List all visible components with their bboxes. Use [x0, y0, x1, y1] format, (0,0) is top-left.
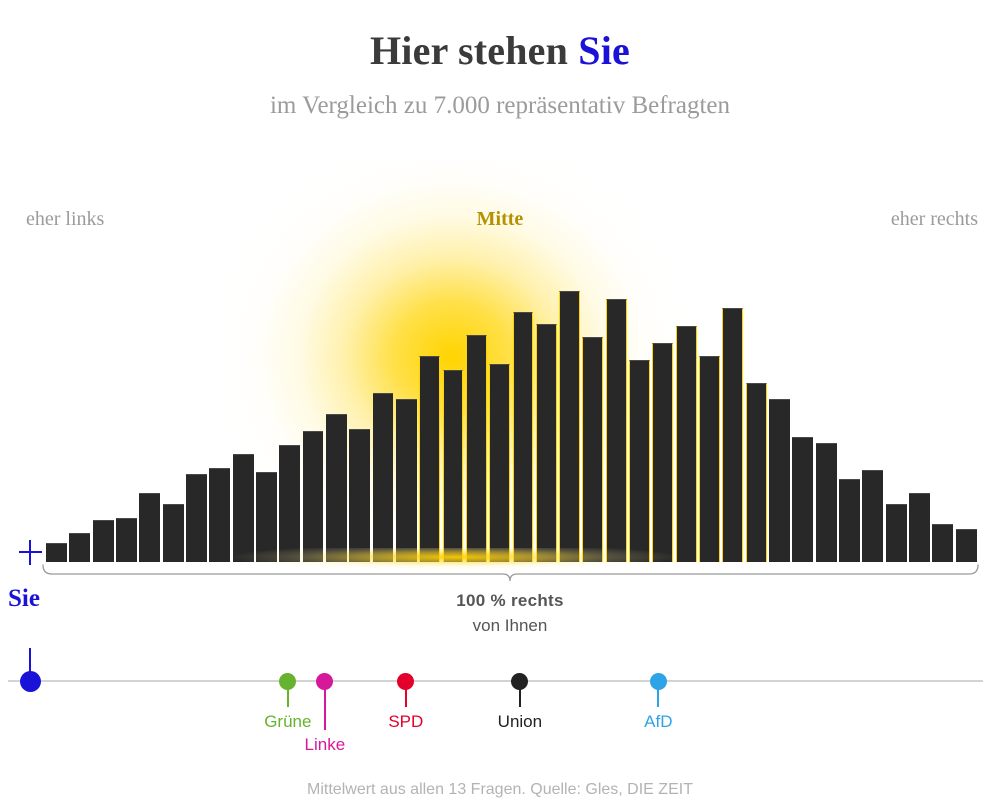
histogram-bar[interactable] [325, 413, 347, 562]
histogram-bar[interactable] [535, 324, 557, 562]
distribution-histogram [46, 270, 979, 562]
party-dot-grüne[interactable] [279, 672, 297, 690]
histogram-bar[interactable] [442, 370, 464, 562]
histogram-bar[interactable] [489, 363, 511, 562]
histogram-bar[interactable] [955, 528, 977, 562]
party-stem-union [518, 680, 521, 707]
histogram-bar[interactable] [349, 428, 371, 562]
percent-annotation-sub: von Ihnen [472, 616, 548, 635]
histogram-bar[interactable] [862, 470, 884, 562]
party-label-afd: AfD [644, 712, 673, 731]
source-note: Mittelwert aus allen 13 Fragen. Quelle: … [307, 781, 693, 798]
histogram-bar[interactable] [395, 399, 417, 562]
party-dot-linke[interactable] [316, 672, 334, 690]
histogram-bar[interactable] [162, 503, 184, 562]
percent-annotation: 100 % rechts [456, 591, 564, 610]
party-label-grüne: Grüne [264, 712, 312, 731]
histogram-bar[interactable] [115, 518, 137, 562]
sie-axis-stem [29, 648, 31, 681]
histogram-bar[interactable] [582, 336, 604, 562]
histogram-bar[interactable] [675, 326, 697, 562]
histogram-bar[interactable] [465, 334, 487, 562]
party-stem-linke [323, 680, 326, 730]
histogram-bar[interactable] [279, 445, 301, 562]
party-dot-afd[interactable] [649, 672, 667, 690]
party-dot-union[interactable] [511, 672, 529, 690]
histogram-bar[interactable] [419, 355, 441, 562]
histogram-bar[interactable] [209, 468, 231, 562]
sie-cross-icon-vertical [29, 540, 31, 565]
histogram-bar[interactable] [605, 299, 627, 562]
scale-label-middle: Mitte [476, 208, 524, 230]
party-axis-line [8, 680, 983, 682]
histogram-bar[interactable] [769, 399, 790, 562]
range-brace [42, 564, 979, 582]
histogram-bar[interactable] [302, 430, 324, 562]
scale-label-left: eher links [26, 208, 105, 230]
histogram-bar[interactable] [699, 355, 721, 562]
histogram-bar[interactable] [512, 311, 534, 562]
histogram-bar[interactable] [839, 478, 860, 562]
histogram-bar[interactable] [232, 453, 254, 562]
histogram-bar[interactable] [792, 436, 814, 562]
page-title: Hier stehen Sie [0, 30, 1000, 72]
party-label-union: Union [497, 712, 543, 731]
histogram-bar[interactable] [745, 382, 767, 562]
histogram-bar[interactable] [722, 307, 744, 562]
party-stem-spd [404, 680, 407, 707]
party-stem-afd [657, 680, 660, 707]
histogram-bar[interactable] [885, 503, 907, 562]
histogram-bar[interactable] [629, 359, 651, 562]
title-highlight: Sie [578, 28, 631, 73]
title-text: Hier stehen [369, 28, 579, 73]
scale-label-right: eher rechts [890, 208, 978, 230]
histogram-bar[interactable] [69, 532, 91, 562]
sie-marker-label: Sie [8, 585, 40, 612]
sie-axis-dot[interactable] [19, 670, 41, 692]
histogram-bar[interactable] [46, 543, 67, 562]
histogram-bar[interactable] [92, 520, 114, 562]
histogram-bar[interactable] [932, 524, 954, 562]
party-dot-spd[interactable] [397, 672, 415, 690]
histogram-bar[interactable] [255, 472, 277, 562]
histogram-bar[interactable] [185, 474, 207, 562]
party-label-linke: Linke [304, 735, 346, 754]
page-subtitle: im Vergleich zu 7.000 repräsentativ Befr… [269, 92, 731, 119]
histogram-bar[interactable] [372, 393, 394, 562]
histogram-bar[interactable] [652, 343, 674, 562]
histogram-bar[interactable] [815, 443, 837, 562]
party-label-spd: SPD [388, 712, 424, 731]
histogram-bar[interactable] [559, 290, 581, 562]
histogram-bar[interactable] [909, 493, 930, 562]
histogram-bar[interactable] [139, 493, 161, 562]
party-stem-grüne [286, 680, 289, 707]
